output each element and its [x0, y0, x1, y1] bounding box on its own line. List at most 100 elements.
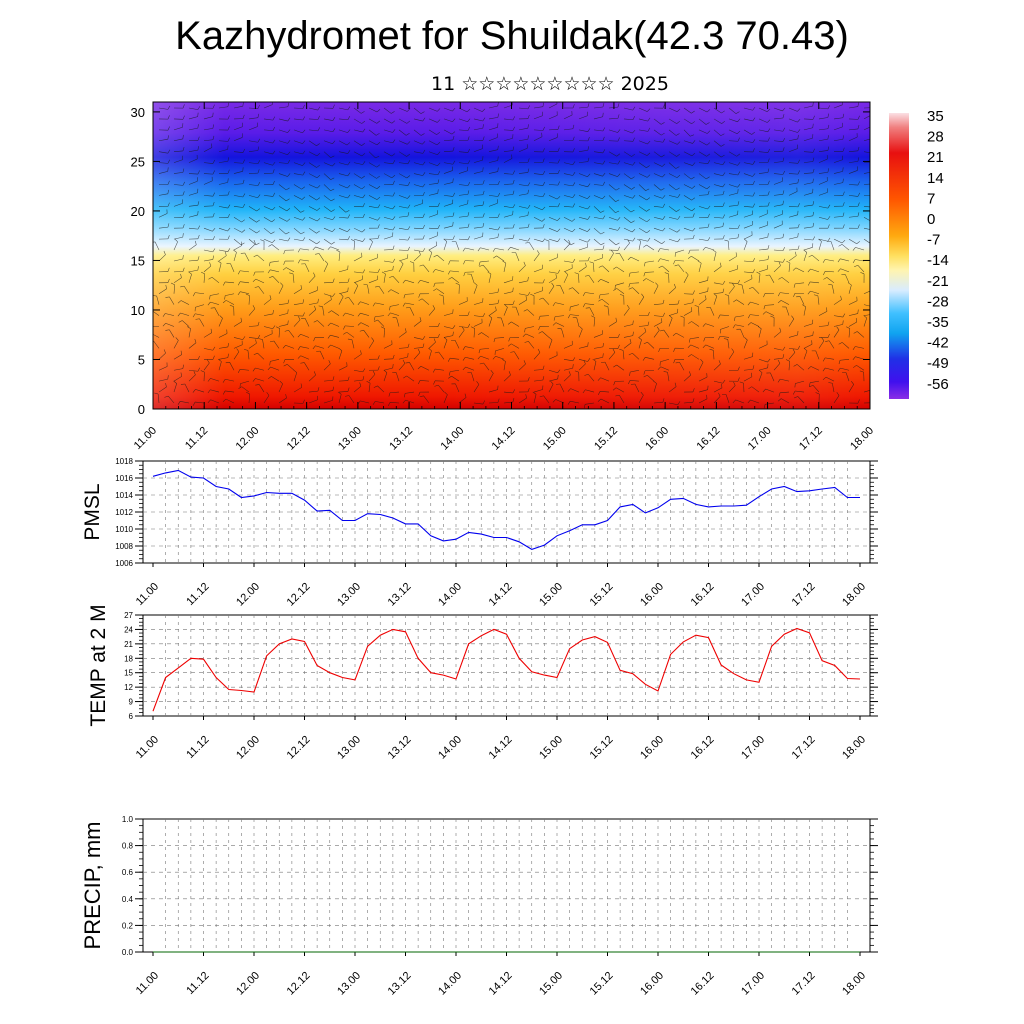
wind-barb: [548, 238, 558, 242]
wind-barb-flag: [197, 234, 200, 239]
wind-barb-flag: [752, 192, 755, 197]
wind-barb-flag: [846, 326, 850, 329]
wind-barb: [788, 182, 798, 185]
y-tick-label: 0.0: [122, 948, 134, 957]
wind-barb: [188, 116, 198, 120]
wind-barb: [398, 227, 408, 231]
wind-barb-flag: [272, 309, 274, 314]
wind-barb: [833, 216, 843, 218]
wind-barb-flag: [286, 198, 290, 202]
wind-barb: [608, 321, 617, 327]
wind-barb: [710, 307, 715, 316]
wind-barb-flag: [688, 321, 692, 324]
wind-barb-flag: [272, 239, 276, 243]
wind-barb: [543, 395, 550, 404]
wind-barb: [353, 353, 362, 360]
wind-barb: [608, 238, 617, 246]
wind-barb-flag: [733, 299, 737, 303]
wind-barb: [533, 115, 543, 120]
wind-barb: [443, 170, 453, 174]
wind-barb: [500, 317, 505, 327]
wind-barb: [368, 257, 378, 262]
wind-barb-flag: [466, 108, 471, 113]
wind-barb-flag: [208, 276, 213, 280]
wind-barb-flag: [752, 148, 755, 153]
wind-barb: [451, 375, 460, 382]
wind-barb-flag: [567, 401, 571, 405]
wind-barb-flag: [643, 370, 646, 375]
wind-barb: [623, 238, 633, 242]
wind-barb-flag: [178, 320, 183, 323]
wind-barb: [248, 217, 257, 223]
wind-barb: [248, 150, 258, 152]
wind-barb-flag: [574, 272, 579, 275]
wind-barb-flag: [403, 294, 406, 299]
wind-barb: [810, 366, 820, 371]
wind-barb-flag: [256, 208, 261, 212]
heatmap-x-tick-label: 16.12: [695, 425, 723, 453]
wind-barb: [691, 321, 700, 327]
wind-barb: [488, 117, 498, 120]
wind-barb: [428, 350, 432, 360]
wind-barb: [270, 359, 280, 362]
x-tick-label: 17.12: [790, 970, 818, 998]
wind-barb-flag: [661, 163, 666, 167]
wind-barb: [257, 352, 265, 360]
wind-barb: [713, 282, 723, 285]
wind-barb: [158, 352, 166, 360]
wind-barb: [788, 107, 798, 112]
wind-barb: [683, 184, 693, 189]
wind-barb-flag: [387, 289, 392, 293]
wind-barb: [293, 151, 303, 155]
wind-barb-flag: [767, 128, 771, 132]
wind-barb-flag: [662, 138, 666, 143]
wind-barb-flag: [617, 173, 621, 177]
wind-barb: [428, 183, 438, 185]
wind-barb: [518, 265, 526, 273]
wind-barb: [863, 238, 870, 244]
wind-barb-flag: [842, 224, 845, 229]
wind-barb-flag: [722, 214, 726, 219]
wind-barb: [308, 302, 318, 305]
wind-barb-flag: [177, 401, 181, 405]
wind-barb-flag: [616, 153, 621, 157]
wind-barb: [158, 366, 168, 371]
wind-barb: [184, 383, 190, 393]
wind-barb: [735, 324, 745, 327]
wind-barb: [323, 173, 331, 180]
wind-barb-flag: [300, 210, 305, 213]
wind-barb-flag: [632, 195, 636, 199]
wind-barb: [563, 227, 573, 233]
wind-barb: [338, 118, 348, 121]
wind-barb: [300, 248, 310, 251]
wind-barb-flag: [402, 359, 406, 364]
wind-barb-flag: [583, 360, 586, 365]
wind-barb: [455, 241, 460, 251]
wind-barb: [473, 148, 483, 152]
wind-barb: [698, 238, 708, 241]
colorbar-label: -28: [927, 293, 949, 310]
wind-barb-flag: [407, 236, 411, 241]
wind-barb: [675, 249, 685, 253]
wind-barb: [503, 206, 513, 209]
wind-barb: [233, 206, 243, 208]
wind-barb: [803, 344, 813, 349]
wind-barb: [750, 322, 760, 327]
wind-barb: [323, 238, 332, 245]
wind-barb-flag: [628, 287, 633, 290]
wind-barb-flag: [583, 404, 586, 409]
wind-barb-flag: [212, 355, 215, 360]
wind-barb: [383, 273, 386, 283]
wind-barb: [825, 367, 835, 371]
heatmap-y-tick-label: 20: [131, 204, 145, 219]
wind-barb-flag: [661, 132, 665, 136]
wind-barb: [818, 150, 828, 152]
wind-barb-flag: [255, 242, 260, 246]
wind-barb: [169, 296, 175, 305]
wind-barb: [578, 227, 588, 232]
wind-barb-flag: [302, 237, 306, 241]
wind-barb-flag: [482, 108, 486, 112]
wind-barb: [728, 351, 735, 360]
wind-barb-flag: [407, 195, 411, 199]
wind-barb-flag: [463, 272, 466, 277]
